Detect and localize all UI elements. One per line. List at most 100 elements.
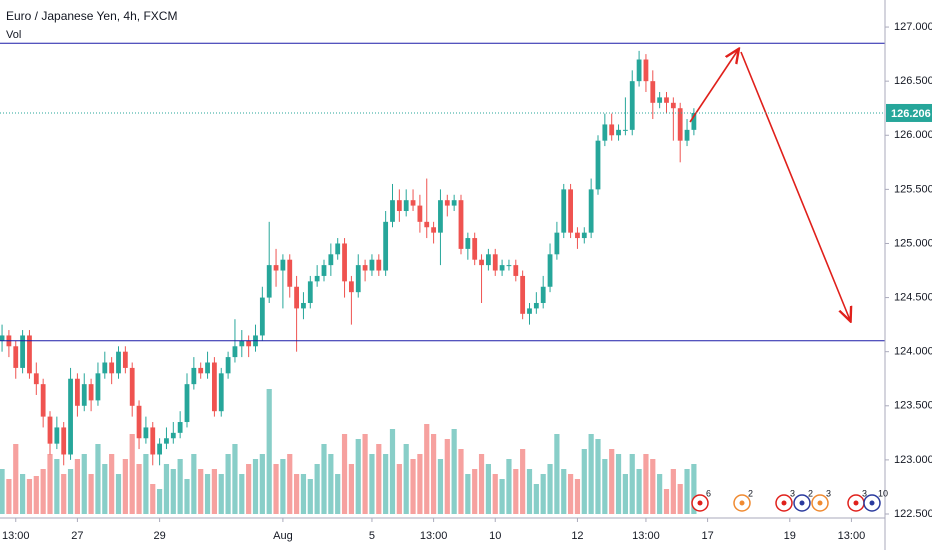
candle-body [246,340,252,347]
volume-bar [691,464,697,514]
volume-bar [204,474,211,514]
event-count: 6 [706,488,711,498]
volume-bar [252,459,259,514]
candle-body [328,254,334,266]
candle-body [273,265,279,271]
candle-body [657,97,663,103]
candle-body [506,265,512,267]
volume-bar [677,484,683,514]
volume-bar [430,434,437,514]
volume-bar [307,479,313,514]
candle-body [205,362,210,374]
candle-body [13,346,19,368]
y-tick-label: 127.000 [894,21,932,33]
y-tick-label: 123.500 [894,400,932,412]
candle-body [390,200,395,222]
candle-body [554,232,560,255]
candle-body [164,438,169,444]
volume-bar [663,489,670,514]
volume-bar [355,439,361,514]
candle-body [540,286,546,303]
candle-body [122,351,128,368]
volume-bar [232,444,238,514]
candle-body [609,124,615,136]
last-price-label: 126.206 [891,108,931,120]
candle-body [499,265,505,271]
candle-body [376,259,382,271]
volume-bar [424,424,430,514]
volume-bar [526,469,533,514]
candle-body [691,112,697,130]
volume-bar [581,449,587,514]
candle-body [280,259,286,271]
volume-bar [184,479,190,514]
volume-bar [0,469,5,514]
volume-bar [259,454,265,514]
candle-body [335,243,341,255]
volume-bar [615,454,622,514]
candle-body [129,367,135,406]
x-tick-label: 13:00 [420,530,448,542]
volume-bar [163,464,170,514]
candle-body [116,351,121,374]
candle-body [643,59,649,82]
volume-bar [410,459,416,514]
candle-body [438,200,443,233]
volume-bar [136,464,142,514]
volume-bar [293,474,300,514]
candle-body [75,378,80,406]
candle-body [212,362,217,412]
x-tick-label: 29 [153,530,165,542]
volume-bar [478,454,485,514]
volume-bar [506,459,512,514]
volume-bar [102,464,108,514]
candle-body [150,427,156,455]
volume-bar [540,474,546,514]
volume-bar [67,469,74,514]
volume-bar [609,449,615,514]
candle-body [383,221,389,271]
event-count: 2 [808,488,813,498]
volume-bar [520,449,526,514]
volume-bar [643,454,649,514]
candle-body [677,108,683,141]
candle-body [616,129,621,136]
event-dot [781,500,787,506]
volume-bar [150,484,156,514]
candle-body [287,259,293,287]
volume-bar [115,474,122,514]
candle-body [47,416,53,444]
volume-bar [629,454,635,514]
arrow-up [689,50,738,123]
volume-bar [40,469,46,514]
candle-body [307,281,313,303]
candle-body [259,297,265,336]
volume-bar [246,464,252,514]
candle-body [81,384,87,406]
volume-bar [198,469,204,514]
volume-bar [314,464,320,514]
candle-body [54,427,60,444]
candle-body [157,443,163,455]
chart-title: Euro / Japanese Yen, 4h, FXCM [6,9,177,23]
candle-body [431,227,436,233]
candle-body [198,367,204,374]
candle-body [396,200,402,212]
candle-body [684,129,690,141]
event-dot [799,500,805,506]
candle-body [588,189,594,233]
candle-body [513,265,519,276]
volume-bar [499,479,505,514]
arrow-down [740,51,850,320]
x-tick-label: 5 [369,530,375,542]
candle-body [561,189,567,233]
volume-bar [492,474,498,514]
y-tick-label: 122.500 [894,508,932,520]
volume-bar [348,464,354,514]
candle-body [465,238,471,249]
x-tick-label: 13:00 [838,530,866,542]
candle-body [595,140,601,190]
candle-body [417,205,423,222]
